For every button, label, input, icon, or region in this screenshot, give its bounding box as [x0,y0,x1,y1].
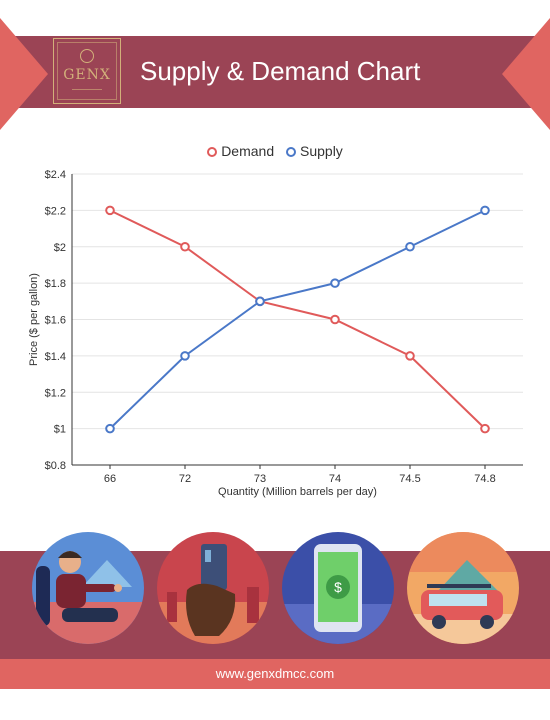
y-tick-label: $1.2 [45,387,66,399]
svg-text:$: $ [334,579,342,595]
y-tick-label: $1 [54,424,66,436]
x-tick-label: 74.8 [474,473,495,485]
x-tick-label: 66 [104,473,116,485]
supply-data-point [180,351,190,361]
supply-data-point [330,278,340,288]
y-tick-label: $1.4 [45,351,66,363]
y-tick-label: $0.8 [45,460,66,472]
legend-item-demand[interactable]: Demand [207,143,274,159]
x-tick-label: 74.5 [399,473,420,485]
chart-plot: $0.8 $1 $1.2 $1.4 $1.6 $1.8 $2 $2.2 $2.4 66 72 73 74… [28,169,523,498]
demand-series-line [109,209,486,430]
car-trip-illustration-icon [407,532,519,644]
logo: GENX [53,38,121,104]
driver-illustration-icon [32,532,144,644]
y-tick-label: $2.2 [45,205,66,217]
demand-marker-icon [207,147,218,157]
page-title: Supply & Demand Chart [140,56,421,86]
legend-item-supply[interactable]: Supply [286,143,343,159]
supply-data-point [405,241,415,252]
mobile-money-illustration-icon: $ [282,532,394,644]
x-tick-label: 73 [254,473,266,485]
legend-label-demand: Demand [221,143,275,159]
demand-data-point [405,351,415,361]
supply-data-point [255,296,265,307]
left-accent-triangle [0,18,48,130]
footer-website-link[interactable]: www.genxdmcc.com [215,666,335,681]
y-axis-title: Price ($ per gallon) [28,273,40,366]
demand-data-point [180,241,190,252]
y-tick-label: $2.4 [45,169,66,181]
header-band [0,36,550,108]
supply-marker-icon [286,147,296,157]
supply-series-line [109,209,486,430]
chart-legend[interactable]: Demand Supply [0,143,550,159]
x-tick-label: 74 [329,473,341,485]
legend-label-supply: Supply [300,143,343,159]
right-accent-triangle [502,18,550,130]
demand-data-point [330,314,340,325]
y-tick-label: $1.8 [45,278,66,290]
x-axis-title: Quantity (Million barrels per day) [218,486,377,498]
y-tick-label: $2 [54,242,66,254]
demand-data-point [480,423,490,434]
x-tick-label: 72 [179,473,191,485]
logo-text: GENX [63,67,111,83]
supply-data-point [480,205,490,216]
y-tick-label: $1.6 [45,315,66,327]
logo-mark-icon [80,49,94,63]
demand-data-point [105,205,115,216]
footer-band [0,659,550,689]
supply-data-point [105,423,115,434]
credit-card-illustration-icon [157,532,269,644]
